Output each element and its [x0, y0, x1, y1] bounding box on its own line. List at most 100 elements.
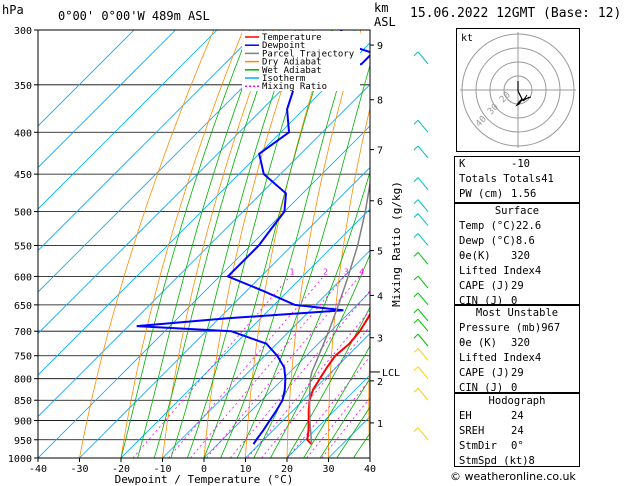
hodograph-row-value: 0°	[511, 440, 524, 452]
wet-adiabat	[170, 30, 296, 458]
most-unstable-row-value: 29	[511, 367, 524, 379]
x-tick-label: -20	[112, 464, 130, 475]
legend-label: Parcel Trajectory	[262, 49, 355, 59]
pressure-tick-label: 600	[14, 272, 32, 283]
wind-barb-flag	[413, 292, 419, 298]
km-tick-label: 4	[377, 291, 383, 302]
hodograph-row-label: EH	[459, 410, 472, 422]
dry-adiabat	[162, 30, 273, 458]
dry-adiabat	[327, 106, 370, 458]
ring-label: 30	[486, 102, 501, 117]
surface-row-label: Temp (°C)	[459, 220, 516, 232]
km-tick-label: 3	[377, 334, 383, 345]
datetime-title: 15.06.2022 12GMT (Base: 12)	[410, 6, 622, 21]
surface-row: Dewp (°C) 8.6	[455, 234, 579, 249]
wind-barb	[417, 427, 429, 441]
surface-row-value: 29	[511, 280, 524, 292]
km-tick-label: 1	[377, 419, 383, 430]
legend-label: Mixing Ratio	[262, 82, 327, 92]
surface-row-label: Dewp (°C)	[459, 235, 516, 247]
km-tick-label: 2	[377, 377, 383, 388]
isotherm	[79, 166, 370, 458]
km-label: km	[374, 1, 388, 15]
wind-barb	[417, 233, 429, 246]
mixing-ratio-line	[287, 356, 370, 458]
most-unstable-title: Most Unstable	[475, 307, 559, 319]
dry-adiabat	[408, 30, 449, 458]
dry-adiabat	[203, 30, 303, 458]
dry-adiabat	[368, 341, 370, 458]
asl-label: ASL	[374, 15, 396, 29]
pressure-tick-label: 400	[14, 128, 32, 139]
surface-title: Surface	[494, 205, 540, 217]
legend-label: Isotherm	[262, 74, 305, 84]
most-unstable-row-value: 320	[511, 337, 530, 349]
pressure-tick-label: 750	[14, 352, 32, 363]
most-unstable-row: Pressure (mb) 967	[455, 321, 579, 336]
mixing-ratio-line	[168, 276, 324, 458]
wind-barb-flag	[413, 387, 419, 393]
hodograph-row: EH 24	[455, 409, 579, 424]
wind-barb-flag	[413, 119, 419, 125]
wet-adiabat	[270, 253, 370, 458]
isotherm	[245, 332, 370, 458]
isotherm	[203, 291, 370, 458]
wind-barb-flag	[413, 145, 419, 151]
wind-barb	[417, 333, 429, 347]
x-tick-label: -10	[153, 464, 171, 475]
x-tick-label: 0	[201, 464, 207, 475]
isotherm	[38, 30, 218, 210]
wind-barb-flag	[413, 366, 419, 372]
km-tick-label: 7	[377, 146, 383, 157]
hodograph-kt-label: kt	[461, 33, 473, 44]
pressure-tick-label: 700	[14, 327, 32, 338]
wet-adiabat	[253, 170, 370, 458]
surface-row-label: CAPE (J)	[459, 280, 510, 292]
hodograph-marker	[522, 94, 532, 102]
mixing-ratio-label: 3	[344, 267, 349, 276]
pressure-tick-label: 500	[14, 208, 32, 219]
legend-label: Dry Adiabat	[262, 58, 322, 68]
dry-adiabat	[245, 30, 332, 458]
x-tick-label: 40	[364, 464, 376, 475]
wind-barb-flag	[413, 233, 419, 238]
wind-barbs	[413, 51, 429, 441]
wind-barb-flag	[413, 51, 419, 57]
most-unstable-row-label: Pressure (mb)	[459, 322, 542, 334]
surface-row: CIN (J) 0	[455, 294, 579, 309]
hpa-label: hPa	[2, 3, 24, 17]
wind-barb	[417, 275, 429, 289]
wind-barb-flag	[413, 427, 419, 433]
dry-adiabat	[286, 30, 362, 458]
hodograph-row-value: 24	[511, 425, 524, 437]
isotherm	[38, 30, 342, 335]
mixing-ratio-line	[261, 325, 370, 458]
most-unstable-row: Lifted Index 4	[455, 351, 579, 366]
isotherm	[38, 125, 370, 458]
legend-label: Dewpoint	[262, 41, 305, 51]
surface-row-value: 320	[511, 250, 530, 262]
most-unstable-row-label: Lifted Index	[459, 352, 535, 364]
most-unstable-row-value: 967	[541, 322, 561, 334]
wind-barb	[417, 348, 429, 361]
isotherm	[38, 30, 301, 293]
km-tick-label: 9	[377, 41, 383, 52]
pressure-tick-label: 650	[14, 301, 32, 312]
wind-barb	[417, 292, 429, 306]
wet-adiabat	[120, 30, 251, 458]
wind-barb	[417, 51, 429, 65]
indices-box: K -10 Totals Totals 41 PW (cm) 1.56	[454, 156, 580, 203]
hodograph-trace	[515, 81, 525, 107]
wet-adiabat	[203, 30, 334, 458]
mixing-ratio-label: 1	[290, 267, 295, 276]
surface-row-value: 4	[534, 265, 542, 277]
pressure-tick-label: 300	[14, 26, 32, 37]
wind-barb-flag	[413, 333, 419, 339]
mixing-ratio-line	[321, 397, 370, 458]
isotherm	[38, 42, 370, 376]
wet-adiabat	[153, 30, 280, 458]
wind-barb	[417, 366, 429, 379]
x-tick-label: 30	[322, 464, 334, 475]
k-index-label: K	[459, 158, 466, 170]
